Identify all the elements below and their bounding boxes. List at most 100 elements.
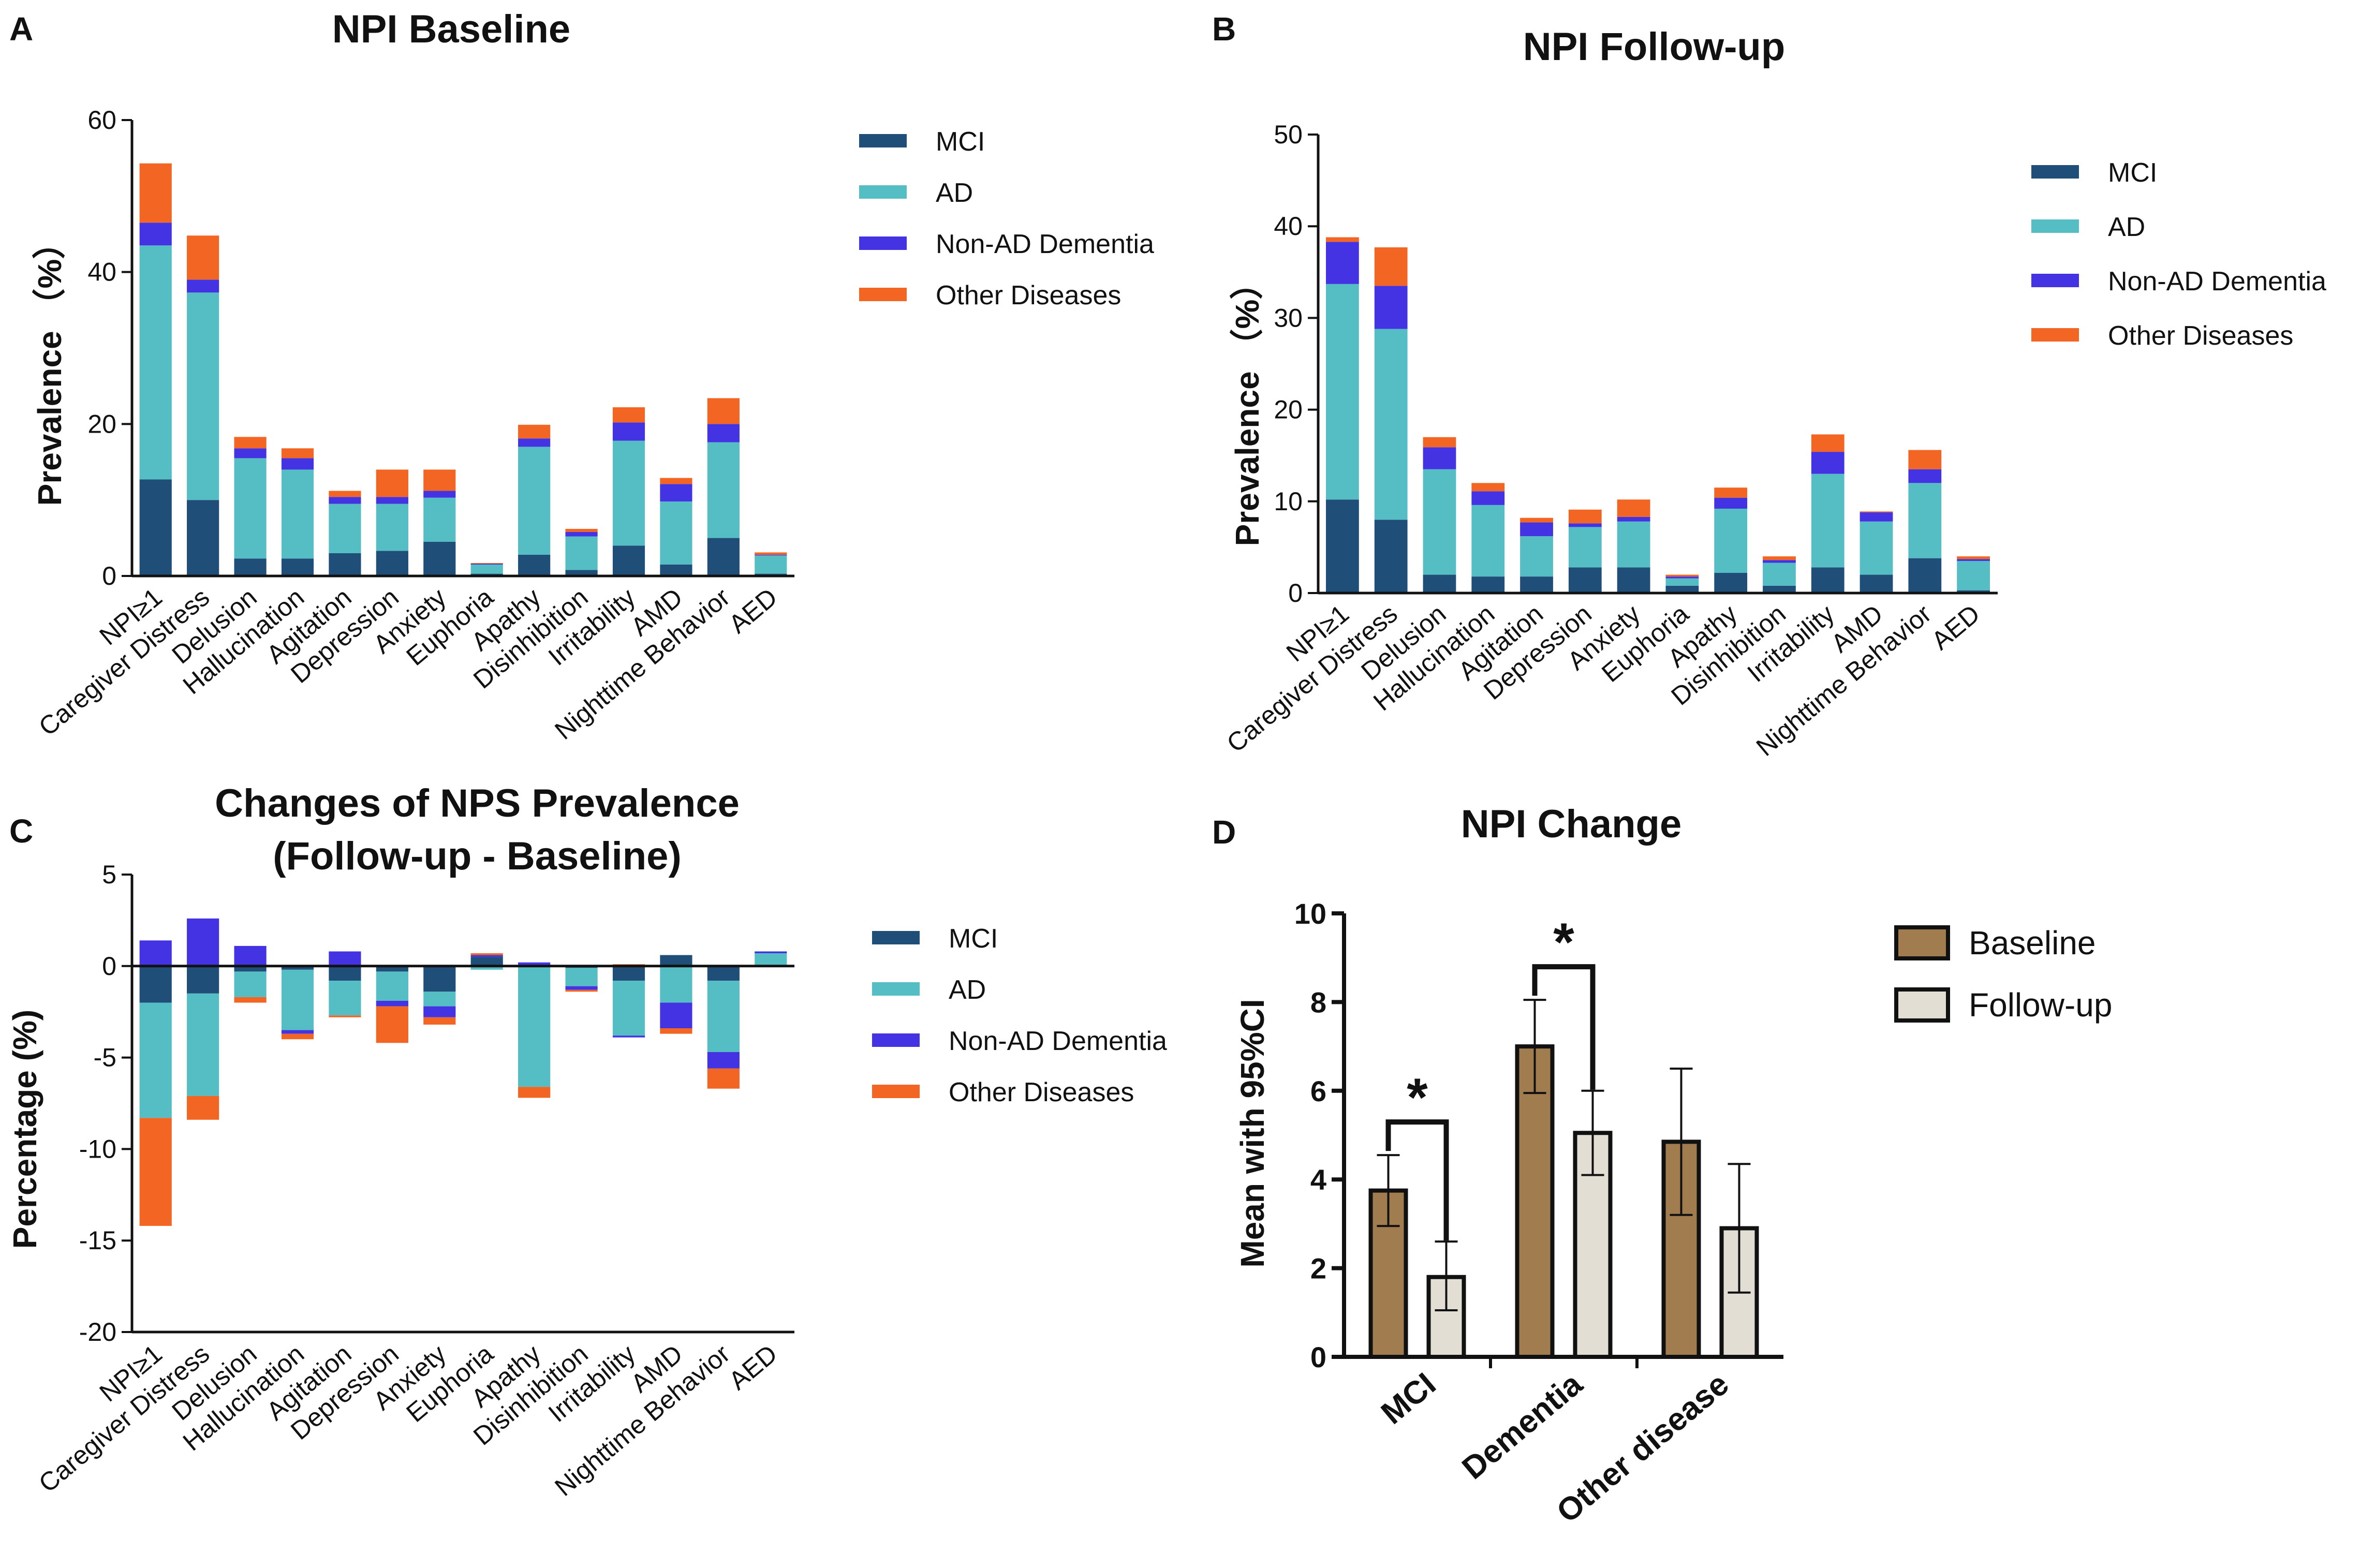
bar-amd-mci	[660, 564, 692, 576]
bar-hallucination-mci	[281, 558, 314, 576]
bar-nighttime-behavior-non-ad-dementia	[707, 424, 740, 442]
bar-hallucination-mci	[1471, 576, 1505, 593]
bar-apathy-mci	[1714, 573, 1748, 593]
bar-anxiety-other-diseases	[423, 1017, 456, 1025]
bar-amd-other-diseases	[660, 1028, 692, 1034]
bar-euphoria-other-diseases	[470, 563, 503, 564]
panel-b-y-axis-label: Prevalence （%）	[1229, 267, 1266, 546]
panel-b-legend: MCI AD Non-AD Dementia Other Diseases	[2031, 158, 2326, 351]
bar-euphoria-mci	[1665, 585, 1699, 593]
bar-irritability-ad	[1811, 474, 1844, 568]
y-tick-label: 5	[102, 860, 116, 889]
bar-euphoria-other-diseases	[470, 953, 503, 955]
bar-delusion-ad	[234, 458, 267, 559]
bar-irritability-non-ad-dementia	[612, 422, 645, 441]
panel-b: B NPI Follow-up Prevalence （%） MCI AD Non-…	[1212, 10, 2326, 762]
bar-amd-mci	[660, 955, 692, 966]
bar-depression-mci	[1568, 567, 1602, 593]
bar-anxiety-mci	[1617, 567, 1650, 593]
bar-hallucination-ad	[1471, 505, 1505, 577]
bar-caregiver-distress-mci	[1374, 520, 1408, 593]
y-tick-label: 20	[1274, 395, 1303, 424]
bar-aed-mci	[1957, 590, 1990, 593]
bar-agitation-non-ad-dementia	[1520, 522, 1553, 537]
bar-nighttime-behavior-other-diseases	[707, 1068, 740, 1089]
y-tick-label: -10	[79, 1134, 116, 1163]
bar-anxiety-non-ad-dementia	[423, 491, 456, 498]
legend-swatch-mci	[872, 931, 920, 944]
bar-depression-ad	[376, 971, 408, 1001]
bar-caregiver-distress-other-diseases	[1374, 247, 1408, 286]
bar-amd-non-ad-dementia	[660, 1002, 692, 1029]
bar-aed-ad	[755, 953, 787, 966]
panel-letter-b: B	[1212, 10, 1236, 48]
bar-nighttime-behavior-other-diseases	[1908, 450, 1942, 469]
legend-swatch-non-ad-dementia	[872, 1033, 920, 1047]
x-tick-label: AED	[724, 1339, 783, 1396]
bar-anxiety-ad	[423, 992, 456, 1007]
legend-label-other-diseases: Other Diseases	[2108, 321, 2293, 351]
bar-hallucination-other-diseases	[281, 448, 314, 458]
bar-disinhibition-ad	[1763, 563, 1796, 586]
bar-irritability-ad	[612, 440, 645, 546]
bar-apathy-other-diseases	[1714, 487, 1748, 498]
y-tick-label: 30	[1274, 303, 1303, 332]
bar-delusion-other-diseases	[234, 997, 267, 1003]
bar-euphoria-other-diseases	[1665, 574, 1699, 577]
bar-disinhibition-ad	[565, 968, 598, 986]
bar-caregiver-distress-mci	[187, 500, 219, 576]
bar-hallucination-non-ad-dementia	[1471, 491, 1505, 505]
x-tick-label: Dementia	[1455, 1366, 1589, 1487]
bar-anxiety-other-diseases	[1617, 499, 1650, 517]
y-tick-label: 2	[1310, 1252, 1326, 1285]
panel-d-legend: Baseline Follow-up	[1894, 924, 2112, 1024]
y-tick-label: 4	[1310, 1163, 1326, 1196]
bar-delusion-non-ad-dementia	[234, 448, 267, 458]
x-tick-label: AED	[724, 583, 783, 639]
y-tick-label: 60	[87, 106, 116, 135]
legend-swatch-other-diseases	[2031, 328, 2079, 342]
bar-irritability-other-diseases	[612, 407, 645, 423]
bar-irritability-mci	[612, 545, 645, 576]
bar-anxiety-mci	[423, 541, 456, 576]
bar-agitation-mci	[329, 966, 361, 981]
bar-disinhibition-non-ad-dementia	[565, 531, 598, 537]
bar-nighttime-behavior-mci	[1908, 558, 1942, 593]
bar-npi-ge-1-other-diseases	[1326, 237, 1359, 242]
bar-nighttime-behavior-ad	[707, 442, 740, 538]
y-tick-label: 0	[102, 561, 116, 590]
bar-depression-other-diseases	[1568, 509, 1602, 524]
bar-nighttime-behavior-ad	[1908, 483, 1942, 558]
panel-d: D NPI Change Mean with 95%CI Baseline Fol…	[1212, 802, 2112, 1530]
bar-anxiety-ad	[423, 497, 456, 542]
y-tick-label: 8	[1310, 986, 1326, 1018]
bar-depression-non-ad-dementia	[376, 497, 408, 504]
legend-label-mci: MCI	[2108, 158, 2157, 188]
y-tick-label: 6	[1310, 1075, 1326, 1107]
legend-label-mci: MCI	[949, 924, 998, 954]
bar-delusion-ad	[1423, 469, 1456, 575]
bar-depression-other-diseases	[376, 1006, 408, 1043]
panel-letter-c: C	[9, 812, 33, 850]
bar-depression-non-ad-dementia	[1568, 523, 1602, 527]
legend-label-follow-up: Follow-up	[1969, 986, 2112, 1024]
bar-agitation-mci	[1520, 576, 1553, 593]
bar-apathy-other-diseases	[518, 424, 551, 439]
bar-caregiver-distress-non-ad-dementia	[1374, 286, 1408, 329]
y-tick-label: 10	[1274, 487, 1303, 516]
bar-hallucination-ad	[281, 469, 314, 559]
bar-irritability-non-ad-dementia	[612, 1036, 645, 1038]
bar-nighttime-behavior-ad	[707, 981, 740, 1052]
bar-euphoria-mci	[470, 957, 503, 966]
bar-aed-ad	[755, 555, 787, 574]
legend-label-other-diseases: Other Diseases	[949, 1077, 1134, 1107]
y-tick-label: -5	[94, 1043, 116, 1072]
legend-label-non-ad-dementia: Non-AD Dementia	[936, 229, 1154, 259]
bar-agitation-non-ad-dementia	[329, 951, 361, 966]
bar-amd-mci	[1860, 574, 1893, 593]
bar-npi-ge-1-ad	[139, 245, 172, 480]
bar-npi-ge-1-mci	[1326, 499, 1359, 593]
bar-delusion-mci	[234, 966, 267, 972]
bar-apathy-ad	[1714, 508, 1748, 573]
